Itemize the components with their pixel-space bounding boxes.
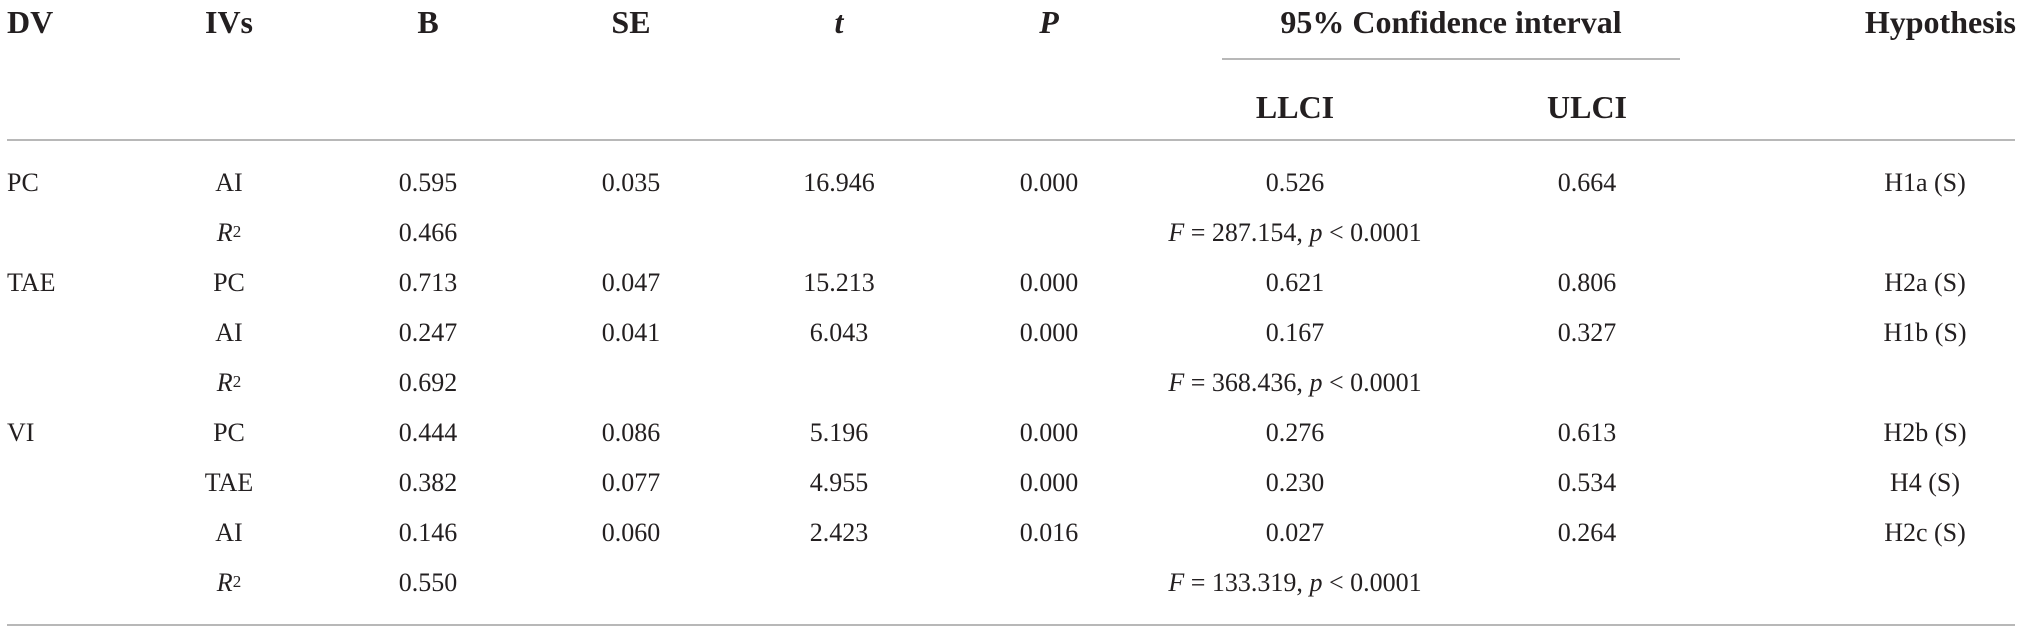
- cell-p: 0.000: [1019, 318, 1079, 347]
- cell-se: 0.077: [601, 468, 661, 497]
- cell-dv: VI: [7, 418, 35, 447]
- header-dv: DV: [7, 4, 54, 40]
- cell-t: 4.955: [809, 468, 869, 497]
- cell-b: 0.382: [398, 468, 458, 497]
- header-hypothesis: Hypothesis: [1864, 4, 2016, 40]
- cell-t: 2.423: [809, 518, 869, 547]
- header-rule: [7, 139, 2015, 141]
- cell-f-statistic: F = 287.154, p < 0.0001: [1168, 218, 1422, 247]
- cell-se: 0.035: [601, 168, 661, 197]
- header-confidence-interval: 95% Confidence interval: [1280, 4, 1622, 40]
- cell-llci: 0.526: [1265, 168, 1325, 197]
- cell-p: 0.000: [1019, 168, 1079, 197]
- cell-b: 0.692: [398, 368, 458, 397]
- cell-ulci: 0.327: [1557, 318, 1617, 347]
- cell-iv: AI: [215, 518, 243, 547]
- cell-hypothesis: H1b (S): [1883, 318, 1967, 347]
- cell-dv: TAE: [7, 268, 56, 297]
- cell-f-statistic: F = 368.436, p < 0.0001: [1168, 368, 1422, 397]
- cell-iv: AI: [215, 168, 243, 197]
- cell-dv: PC: [7, 168, 39, 197]
- cell-b: 0.146: [398, 518, 458, 547]
- cell-hypothesis: H2c (S): [1884, 518, 1966, 547]
- cell-p: 0.000: [1019, 268, 1079, 297]
- cell-r2-label: R2: [216, 568, 242, 597]
- cell-llci: 0.027: [1265, 518, 1325, 547]
- cell-ulci: 0.613: [1557, 418, 1617, 447]
- cell-f-statistic: F = 133.319, p < 0.0001: [1168, 568, 1422, 597]
- cell-llci: 0.230: [1265, 468, 1325, 497]
- cell-ulci: 0.534: [1557, 468, 1617, 497]
- cell-b: 0.247: [398, 318, 458, 347]
- cell-llci: 0.167: [1265, 318, 1325, 347]
- cell-t: 16.946: [803, 168, 875, 197]
- cell-llci: 0.276: [1265, 418, 1325, 447]
- header-b: B: [417, 4, 439, 40]
- cell-iv: PC: [213, 268, 245, 297]
- cell-se: 0.041: [601, 318, 661, 347]
- cell-se: 0.086: [601, 418, 661, 447]
- header-t: t: [834, 4, 844, 40]
- cell-iv: TAE: [204, 468, 254, 497]
- cell-b: 0.444: [398, 418, 458, 447]
- cell-hypothesis: H4 (S): [1889, 468, 1961, 497]
- cell-t: 5.196: [809, 418, 869, 447]
- cell-se: 0.060: [601, 518, 661, 547]
- bottom-rule: [7, 624, 2015, 626]
- cell-r2-label: R2: [216, 368, 242, 397]
- cell-t: 15.213: [803, 268, 875, 297]
- ci-underline: [1222, 58, 1680, 60]
- cell-b: 0.466: [398, 218, 458, 247]
- cell-p: 0.016: [1019, 518, 1079, 547]
- cell-ulci: 0.264: [1557, 518, 1617, 547]
- cell-hypothesis: H2b (S): [1883, 418, 1967, 447]
- cell-se: 0.047: [601, 268, 661, 297]
- cell-iv: PC: [213, 418, 245, 447]
- cell-b: 0.713: [398, 268, 458, 297]
- header-p: P: [1039, 4, 1059, 40]
- cell-ulci: 0.806: [1557, 268, 1617, 297]
- cell-b: 0.595: [398, 168, 458, 197]
- cell-t: 6.043: [809, 318, 869, 347]
- cell-hypothesis: H2a (S): [1884, 268, 1966, 297]
- header-ivs: IVs: [204, 4, 254, 40]
- cell-iv: AI: [215, 318, 243, 347]
- cell-hypothesis: H1a (S): [1884, 168, 1966, 197]
- cell-ulci: 0.664: [1557, 168, 1617, 197]
- header-se: SE: [611, 4, 651, 40]
- cell-p: 0.000: [1019, 468, 1079, 497]
- cell-llci: 0.621: [1265, 268, 1325, 297]
- cell-b: 0.550: [398, 568, 458, 597]
- header-llci: LLCI: [1255, 89, 1335, 125]
- cell-p: 0.000: [1019, 418, 1079, 447]
- header-ulci: ULCI: [1546, 89, 1628, 125]
- cell-r2-label: R2: [216, 218, 242, 247]
